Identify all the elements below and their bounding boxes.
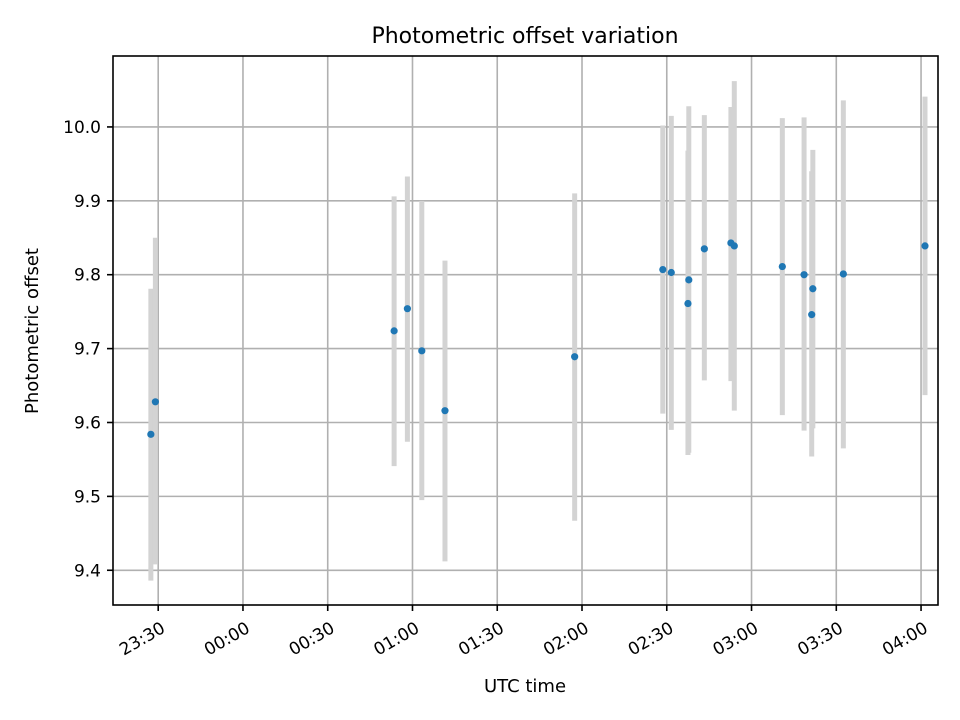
data-point	[390, 327, 398, 335]
data-point	[571, 353, 579, 361]
data-point	[403, 305, 412, 313]
x-tick-label: 02:30	[625, 618, 677, 660]
y-tick-label: 10.0	[63, 118, 101, 138]
x-tick-label: 01:30	[455, 618, 507, 660]
data-point	[667, 268, 675, 277]
x-tick-label: 00:30	[286, 618, 338, 660]
data-point	[147, 430, 155, 438]
data-point	[839, 270, 847, 278]
data-points	[147, 239, 929, 438]
error-bars	[148, 81, 928, 581]
data-point	[700, 245, 708, 253]
data-point	[659, 265, 667, 274]
x-tick-label: 04:00	[879, 618, 931, 660]
plot-frame	[112, 55, 939, 606]
data-point	[151, 398, 159, 406]
y-axis-label: Photometric offset	[22, 248, 43, 414]
y-tick-label: 9.5	[74, 487, 101, 507]
data-point	[808, 311, 816, 319]
y-tick-label: 9.9	[74, 192, 101, 212]
x-tick-label: 23:30	[116, 618, 168, 660]
x-tick-label: 03:00	[710, 618, 762, 660]
x-axis-label: UTC time	[484, 676, 566, 697]
data-point	[800, 271, 808, 279]
x-tick-label: 02:00	[540, 618, 592, 660]
data-point	[418, 347, 426, 355]
y-tick-label: 9.8	[74, 266, 101, 286]
data-point	[778, 262, 786, 271]
y-tick-label: 9.7	[74, 340, 101, 360]
y-tick-label: 9.6	[74, 413, 101, 433]
data-point	[809, 285, 817, 293]
data-point	[441, 407, 449, 415]
x-tick-label: 01:00	[371, 618, 423, 660]
data-point	[685, 276, 693, 284]
chart-title: Photometric offset variation	[371, 24, 678, 49]
grid	[113, 56, 938, 605]
x-tick-label: 00:00	[201, 618, 253, 660]
y-tick-label: 9.4	[74, 561, 101, 581]
x-tick-label: 03:30	[794, 618, 846, 660]
data-point	[730, 242, 738, 250]
data-point	[921, 242, 929, 250]
data-point	[684, 299, 692, 308]
